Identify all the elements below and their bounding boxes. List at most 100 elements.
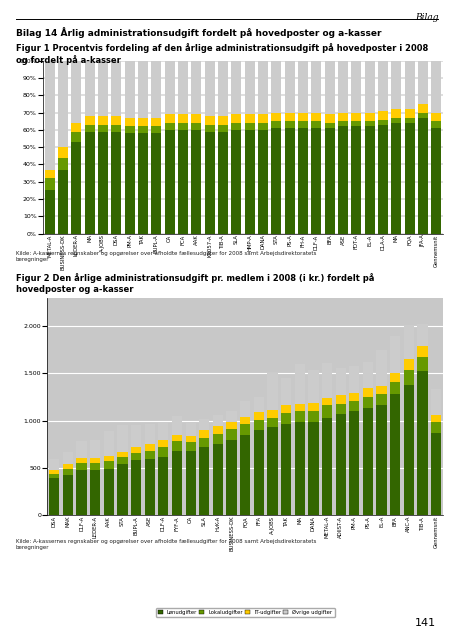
Bar <box>391 109 400 118</box>
Bar <box>350 127 360 234</box>
Bar <box>376 349 386 385</box>
Bar <box>271 121 281 128</box>
Bar <box>204 125 214 132</box>
Bar <box>199 419 209 430</box>
Bar <box>164 115 174 123</box>
Bar <box>76 470 87 515</box>
Bar <box>337 127 347 234</box>
Bar <box>404 118 414 123</box>
Bar <box>98 116 108 125</box>
Bar <box>267 418 277 428</box>
Bar <box>377 111 387 120</box>
Bar <box>231 115 241 123</box>
Text: 141: 141 <box>414 618 435 628</box>
Bar <box>111 125 121 132</box>
Bar <box>239 401 250 417</box>
Bar <box>178 130 188 234</box>
Bar <box>63 469 73 474</box>
Bar <box>297 128 307 234</box>
Bar <box>403 371 413 385</box>
Bar <box>191 61 201 115</box>
Bar <box>267 428 277 515</box>
Bar <box>171 442 182 451</box>
Bar <box>281 404 290 413</box>
Bar <box>416 324 427 346</box>
Bar <box>131 426 141 447</box>
Bar <box>103 456 114 461</box>
Bar <box>185 451 195 515</box>
Bar <box>111 132 121 234</box>
Bar <box>335 367 345 395</box>
Bar <box>171 416 182 435</box>
Legend: Lønudgifter, Lokaludgifter, IT-udgifter, Øvrige udgifter: Lønudgifter, Lokaludgifter, IT-udgifter,… <box>156 608 334 617</box>
Bar <box>226 422 236 429</box>
Bar <box>103 431 114 456</box>
Bar <box>403 325 413 359</box>
Bar <box>171 451 182 515</box>
Bar <box>258 130 267 234</box>
Bar <box>212 444 222 515</box>
Bar <box>324 123 334 128</box>
Bar <box>253 412 263 420</box>
Bar <box>377 61 387 111</box>
Bar <box>217 61 227 116</box>
Bar <box>151 118 161 127</box>
Bar <box>226 429 236 440</box>
Bar <box>131 447 141 452</box>
Bar <box>271 128 281 234</box>
Bar <box>297 121 307 128</box>
Bar <box>49 470 59 474</box>
Text: Figur 2 Den årlige administrationsudgift pr. medlem i 2008 (i kr.) fordelt på
ho: Figur 2 Den årlige administrationsudgift… <box>16 273 373 294</box>
Bar <box>84 132 94 234</box>
Bar <box>364 61 374 113</box>
Bar <box>138 118 147 127</box>
Bar <box>389 337 400 373</box>
Text: Bilag 14 Årlig administrationsudgift fordelt på hovedposter og a-kasser: Bilag 14 Årlig administrationsudgift for… <box>16 27 381 38</box>
Bar <box>324 115 334 123</box>
Bar <box>84 125 94 132</box>
Bar <box>253 397 263 412</box>
Bar <box>335 404 345 414</box>
Bar <box>63 452 73 464</box>
Bar <box>350 61 360 113</box>
Bar <box>63 464 73 469</box>
Bar <box>430 415 440 422</box>
Bar <box>337 113 347 121</box>
Bar <box>350 121 360 127</box>
Bar <box>294 422 304 515</box>
Bar <box>376 406 386 515</box>
Bar <box>417 113 427 118</box>
Bar <box>311 128 321 234</box>
Bar <box>212 426 222 434</box>
Bar <box>403 359 413 371</box>
Bar <box>258 115 267 123</box>
Bar <box>49 474 59 478</box>
Bar <box>191 123 201 130</box>
Bar <box>111 61 121 116</box>
Bar <box>45 61 55 170</box>
Bar <box>124 61 134 118</box>
Bar <box>212 434 222 444</box>
Bar <box>430 433 440 515</box>
Bar <box>404 61 414 109</box>
Bar <box>244 115 254 123</box>
Bar <box>84 61 94 116</box>
Bar <box>191 115 201 123</box>
Bar <box>185 436 195 442</box>
Bar <box>349 401 359 411</box>
Bar <box>124 118 134 127</box>
Bar <box>281 413 290 424</box>
Bar <box>199 447 209 515</box>
Bar <box>311 61 321 113</box>
Bar <box>171 435 182 442</box>
Bar <box>226 440 236 515</box>
Bar <box>349 393 359 401</box>
Bar <box>151 61 161 118</box>
Bar <box>362 388 372 397</box>
Bar <box>199 438 209 447</box>
Bar <box>103 469 114 515</box>
Bar <box>98 125 108 132</box>
Bar <box>308 371 318 403</box>
Bar <box>376 394 386 406</box>
Bar <box>297 61 307 113</box>
